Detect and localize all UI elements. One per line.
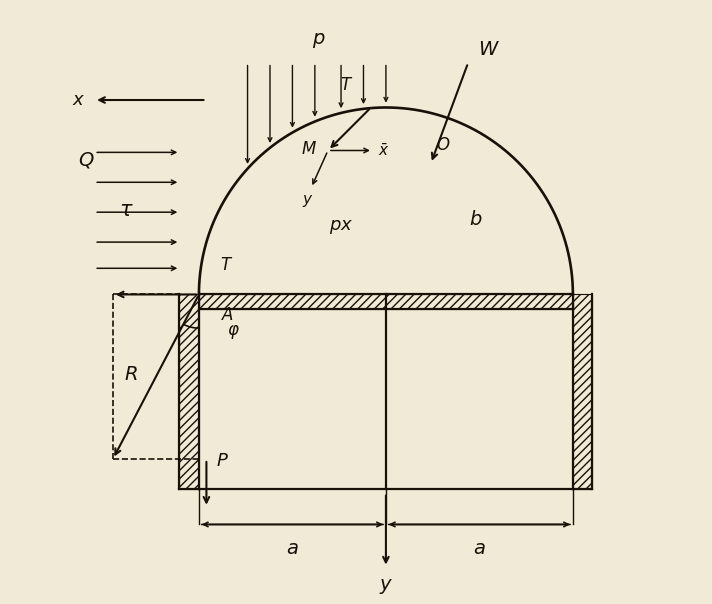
- Text: $M$: $M$: [301, 140, 317, 158]
- Bar: [199, 295, 573, 309]
- Text: $A$: $A$: [221, 306, 234, 324]
- Text: $a$: $a$: [286, 539, 299, 559]
- Text: $\bar{x}$: $\bar{x}$: [379, 143, 390, 159]
- Text: $P$: $P$: [216, 452, 229, 469]
- Text: $T$: $T$: [340, 76, 353, 94]
- Text: $x$: $x$: [72, 91, 85, 109]
- Text: $T$: $T$: [219, 256, 233, 274]
- Bar: [573, 295, 592, 489]
- Text: $y$: $y$: [302, 193, 313, 210]
- Text: $px$: $px$: [329, 218, 353, 236]
- Text: $p$: $p$: [312, 31, 325, 50]
- Text: $R$: $R$: [123, 365, 137, 384]
- Text: $\varphi$: $\varphi$: [227, 323, 240, 341]
- Bar: [179, 295, 199, 489]
- Text: $O$: $O$: [436, 137, 451, 154]
- Text: $Q$: $Q$: [78, 150, 94, 170]
- Text: $a$: $a$: [473, 539, 486, 559]
- Text: $W$: $W$: [478, 40, 499, 59]
- Text: $y$: $y$: [379, 577, 393, 596]
- Text: $b$: $b$: [469, 210, 483, 229]
- Text: $\tau$: $\tau$: [119, 201, 133, 220]
